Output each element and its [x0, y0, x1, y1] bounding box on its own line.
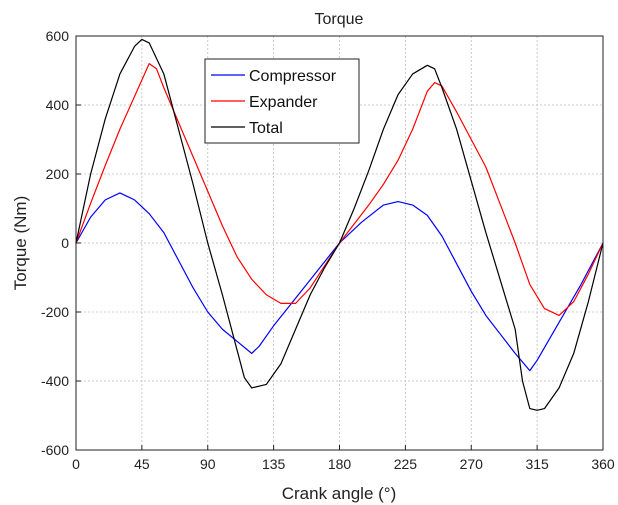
series-layer: [75, 38, 604, 411]
x-tick-label-270: 270: [460, 456, 484, 472]
y-axis-title: Torque (Nm): [11, 196, 30, 290]
legend-label-total: Total: [249, 120, 283, 137]
series-line-total: [75, 38, 604, 411]
y-tick-label--200: -200: [41, 304, 69, 320]
x-tick-label-0: 0: [72, 456, 80, 472]
tick-layer: 0 45 90 135 180 225 270 315 360 -600 -400 -200 0 200 4…: [41, 28, 615, 472]
x-axis-title: Crank angle (°): [282, 484, 397, 503]
x-tick-label-45: 45: [134, 456, 150, 472]
x-tick-label-135: 135: [262, 456, 286, 472]
y-tick-label-200: 200: [46, 166, 70, 182]
legend-label-expander: Expander: [249, 94, 318, 111]
x-tick-label-315: 315: [525, 456, 549, 472]
x-tick-label-360: 360: [591, 456, 615, 472]
series-line-compressor: [75, 192, 604, 372]
y-tick-label-600: 600: [46, 28, 70, 44]
chart-title: Torque: [315, 11, 364, 28]
y-tick-label--400: -400: [41, 373, 69, 389]
y-tick-label-0: 0: [61, 235, 69, 251]
legend: Compressor Expander Total: [204, 58, 360, 144]
x-tick-label-180: 180: [328, 456, 352, 472]
y-tick-label-400: 400: [46, 97, 70, 113]
x-tick-label-225: 225: [394, 456, 418, 472]
x-tick-label-90: 90: [200, 456, 216, 472]
y-tick-label--600: -600: [41, 442, 69, 458]
legend-label-compressor: Compressor: [249, 68, 337, 85]
